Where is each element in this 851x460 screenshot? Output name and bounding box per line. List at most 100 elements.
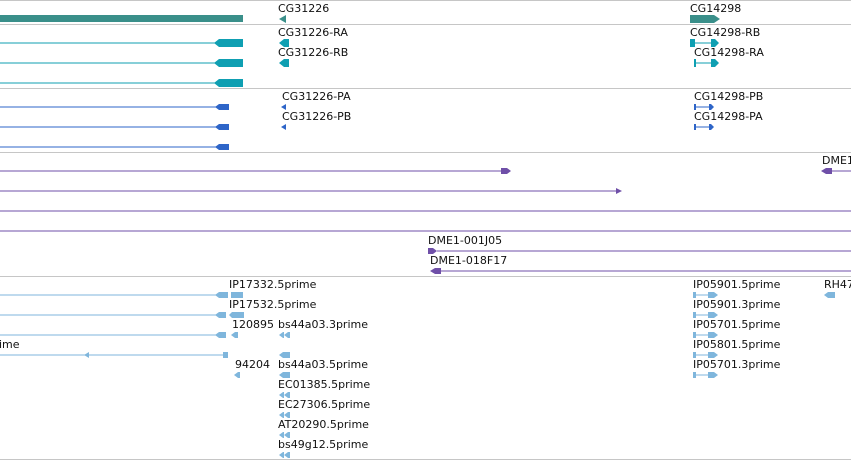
exon-arrow-left[interactable] — [279, 59, 284, 67]
exon-block[interactable] — [690, 39, 695, 47]
exon-arrow-right[interactable] — [709, 104, 714, 110]
track-divider — [0, 152, 851, 153]
exon-arrow-right[interactable] — [708, 292, 718, 298]
exon-arrow-left[interactable] — [279, 372, 290, 378]
est-label: RH47 — [824, 278, 851, 291]
track-divider — [0, 88, 851, 89]
est-label: IP17332.5prime — [229, 278, 317, 291]
transcript-label: CG31226-RA — [278, 26, 348, 39]
exon-arrow-right[interactable] — [711, 39, 719, 47]
clone-arrow-right[interactable] — [616, 188, 622, 194]
gene-arrow-left[interactable] — [279, 15, 286, 23]
clone-block[interactable] — [428, 248, 433, 254]
exon-arrow-left[interactable] — [84, 352, 89, 358]
exon-block[interactable] — [284, 39, 289, 47]
est-label: bs49g12.5prime — [278, 438, 369, 451]
exon-arrow-left[interactable] — [279, 412, 284, 418]
exon-arrow-left[interactable] — [279, 352, 290, 358]
exon-arrow-left[interactable] — [284, 392, 290, 398]
exon-arrow-left[interactable] — [234, 372, 240, 378]
exon-block[interactable] — [694, 104, 696, 110]
exon-block[interactable] — [215, 144, 229, 150]
protein-label: CG31226-PA — [282, 90, 351, 103]
gene-track — [0, 0, 851, 24]
clone-arrow-left[interactable] — [430, 268, 441, 274]
est-label: 120895 — [232, 318, 274, 331]
est-label: EC01385.5prime — [278, 378, 371, 391]
protein-track — [0, 88, 851, 152]
exon-block[interactable] — [694, 124, 696, 130]
est-label: IP05801.5prime — [693, 338, 781, 351]
exon-block[interactable] — [693, 372, 696, 378]
exon-arrow-left[interactable] — [231, 332, 238, 338]
gene-bar[interactable] — [0, 15, 243, 22]
est-label: ime — [0, 338, 20, 351]
est-label: bs44a03.3prime — [278, 318, 368, 331]
exon-arrow-right[interactable] — [711, 59, 719, 67]
est-label: 94204 — [235, 358, 270, 371]
exon-arrow-left[interactable] — [284, 332, 290, 338]
est-label: EC27306.5prime — [278, 398, 371, 411]
exon-arrow-left[interactable] — [279, 332, 284, 338]
track-divider — [0, 0, 851, 1]
exon-block[interactable] — [231, 292, 243, 298]
exon-block[interactable] — [223, 352, 228, 358]
gene-arrow-right[interactable] — [690, 15, 720, 23]
track-divider — [0, 24, 851, 25]
exon-block[interactable] — [215, 332, 226, 338]
exon-block[interactable] — [693, 332, 696, 338]
transcript-label: CG31226-RB — [278, 46, 349, 59]
transcript-track — [0, 24, 851, 88]
exon-block[interactable] — [694, 59, 696, 67]
exon-arrow-right[interactable] — [709, 124, 714, 130]
exon-arrow-right[interactable] — [708, 372, 718, 378]
clone-label: DME1-018F17 — [430, 254, 508, 267]
exon-block[interactable] — [693, 352, 696, 358]
exon-block[interactable] — [215, 292, 228, 298]
exon-block[interactable] — [215, 124, 229, 130]
clone-track — [0, 152, 851, 276]
exon-arrow-left[interactable] — [279, 392, 284, 398]
exon-arrow-right[interactable] — [708, 352, 718, 358]
clone-tip[interactable] — [433, 248, 437, 254]
exon-block[interactable] — [229, 312, 244, 318]
est-label: AT20290.5prime — [278, 418, 369, 431]
exon-arrow-right[interactable] — [708, 312, 718, 318]
transcript-label: CG14298-RA — [694, 46, 764, 59]
est-label: IP05901.5prime — [693, 278, 781, 291]
exon-arrow-left[interactable] — [284, 412, 290, 418]
exon-arrow-left[interactable] — [284, 452, 290, 458]
protein-label: CG14298-PA — [694, 110, 763, 123]
clone-arrow-right[interactable] — [501, 168, 511, 174]
exon-arrow-left[interactable] — [279, 432, 284, 438]
exon-block[interactable] — [214, 79, 243, 87]
exon-block[interactable] — [284, 59, 289, 67]
exon-arrow-left[interactable] — [279, 452, 284, 458]
exon-arrow-left[interactable] — [281, 104, 286, 110]
est-label: IP17532.5prime — [229, 298, 317, 311]
clone-arrow-left[interactable] — [821, 168, 832, 174]
exon-block[interactable] — [693, 312, 696, 318]
exon-block[interactable] — [214, 39, 243, 47]
est-label: IP05701.3prime — [693, 358, 781, 371]
exon-block[interactable] — [693, 292, 696, 298]
exon-arrow-right[interactable] — [708, 332, 718, 338]
exon-arrow-left[interactable] — [824, 292, 835, 298]
est-label: IP05901.3prime — [693, 298, 781, 311]
protein-label: CG31226-PB — [282, 110, 352, 123]
gene-label: CG31226 — [278, 2, 330, 15]
est-label: IP05701.5prime — [693, 318, 781, 331]
exon-arrow-left[interactable] — [284, 432, 290, 438]
exon-arrow-left[interactable] — [281, 124, 286, 130]
exon-block[interactable] — [214, 59, 243, 67]
track-divider — [0, 276, 851, 277]
clone-label: DME1-001J05 — [428, 234, 503, 247]
gene-label: CG14298 — [690, 2, 742, 15]
est-label: bs44a03.5prime — [278, 358, 368, 371]
exon-block[interactable] — [215, 312, 226, 318]
protein-label: CG14298-PB — [694, 90, 764, 103]
exon-block[interactable] — [215, 104, 229, 110]
exon-arrow-left[interactable] — [279, 39, 284, 47]
clone-label: DME1 — [822, 154, 851, 167]
